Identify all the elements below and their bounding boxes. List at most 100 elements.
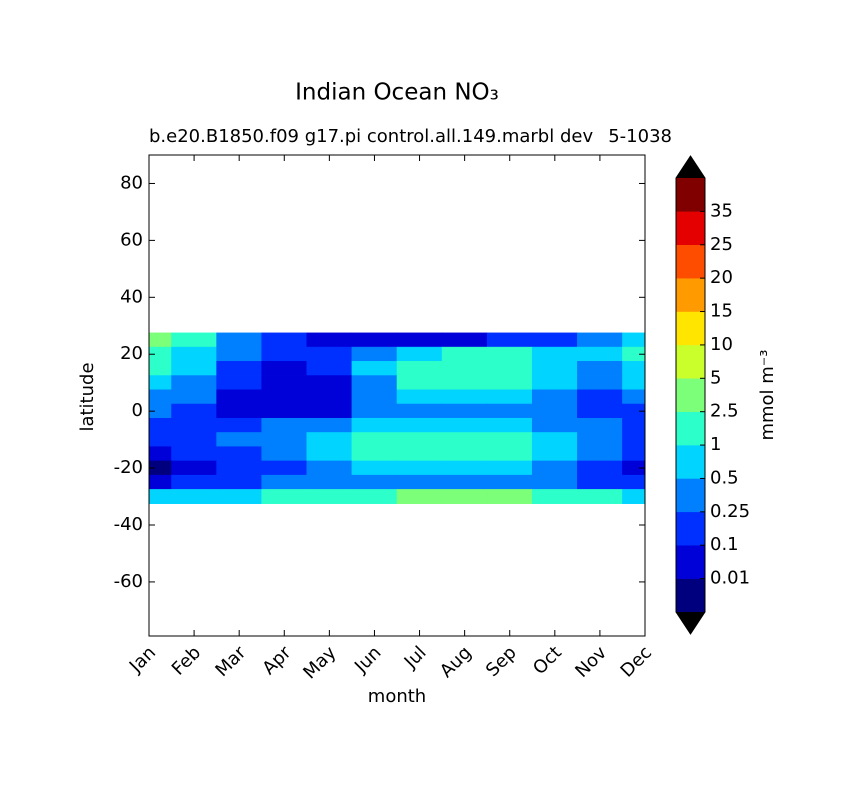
contour-cell (486, 375, 533, 391)
colorbar-bin (675, 211, 706, 246)
chart-title: Indian Ocean NO₃ (295, 80, 499, 106)
contour-cell (622, 361, 646, 376)
contour-cell (441, 346, 488, 362)
contour-cell (577, 432, 623, 448)
x-tick-label: Mar (211, 642, 250, 681)
contour-cell (531, 332, 578, 348)
contour-cell (171, 460, 217, 476)
contour-cell (216, 361, 263, 376)
contour-cell (148, 417, 172, 433)
contour-cell (486, 417, 533, 433)
contour-cell (306, 389, 353, 405)
chart-subtitle: b.e20.B1850.f09 g17.pi control.all.149.m… (149, 126, 593, 147)
contour-cell (148, 446, 172, 462)
contour-cell (148, 375, 172, 391)
colorbar-tick-label: 0.25 (710, 501, 750, 522)
contour-cell (441, 389, 488, 405)
contour-cell (577, 346, 623, 362)
contour-cell (351, 389, 398, 405)
contour-cell (396, 346, 443, 362)
contour-cell (531, 417, 578, 433)
contour-cell (306, 460, 353, 476)
colorbar-tick-label: 0.01 (710, 568, 750, 589)
contour-cell (351, 432, 398, 448)
colorbar-bin (675, 478, 706, 513)
contour-cell (577, 446, 623, 462)
contour-cell (261, 375, 308, 391)
contour-field (148, 332, 646, 504)
contour-cell (216, 489, 263, 504)
colorbar-tick-label: 0.5 (710, 467, 739, 488)
contour-cell (622, 332, 646, 348)
contour-cell (171, 389, 217, 405)
contour-cell (577, 403, 623, 419)
contour-cell (486, 389, 533, 405)
contour-cell (216, 432, 263, 448)
contour-cell (148, 332, 172, 348)
contour-cell (531, 361, 578, 376)
contour-cell (577, 474, 623, 490)
contour-cell (486, 361, 533, 376)
contour-cell (306, 474, 353, 490)
colorbar-tick-label: 35 (710, 200, 733, 221)
contour-cell (396, 474, 443, 490)
colorbar-tick-label: 0.1 (710, 534, 739, 555)
colorbar-tick-label: 2.5 (710, 401, 739, 422)
contour-cell (261, 417, 308, 433)
contour-cell (306, 346, 353, 362)
contour-cell (396, 361, 443, 376)
contour-cell (306, 403, 353, 419)
colorbar-bin (675, 578, 706, 613)
colorbar-tick-label: 5 (710, 367, 721, 388)
x-tick-label: May (299, 642, 340, 683)
contour-cell (486, 332, 533, 348)
contour-cell (577, 375, 623, 391)
contour-cell (577, 361, 623, 376)
contour-cell (396, 403, 443, 419)
colorbar-tick-label: 1 (710, 434, 721, 455)
contour-cell (216, 375, 263, 391)
contour-cell (306, 446, 353, 462)
contour-cell (351, 460, 398, 476)
contour-cell (396, 432, 443, 448)
colorbar-bin (675, 311, 706, 346)
contour-cell (531, 489, 578, 504)
colorbar-tick-label: 25 (710, 234, 733, 255)
contour-cell (531, 432, 578, 448)
colorbar-bin (675, 277, 706, 312)
colorbar-bin (675, 177, 706, 212)
contour-cell (486, 446, 533, 462)
chart-subtitle-right: 5-1038 (608, 126, 672, 147)
x-axis-label: month (368, 686, 426, 707)
contour-cell (531, 389, 578, 405)
contour-cell (531, 403, 578, 419)
x-tick-label: Apr (258, 642, 295, 679)
contour-cell (148, 432, 172, 448)
contour-cell (396, 446, 443, 462)
contour-cell (531, 375, 578, 391)
contour-cell (306, 417, 353, 433)
contour-cell (531, 346, 578, 362)
contour-cell (441, 417, 488, 433)
contour-cell (148, 361, 172, 376)
colorbar-bin (675, 511, 706, 546)
contour-cell (351, 332, 398, 348)
x-tick-label: Oct (529, 642, 566, 679)
colorbar-frame (675, 155, 706, 635)
contour-cell (486, 403, 533, 419)
contour-cell (486, 489, 533, 504)
y-axis-label: latitude (77, 362, 98, 431)
y-tick-label: -60 (114, 571, 143, 592)
contour-cell (148, 474, 172, 490)
contour-cell (351, 375, 398, 391)
contour-cell (216, 346, 263, 362)
contour-cell (577, 389, 623, 405)
contour-cell (396, 460, 443, 476)
contour-cell (216, 389, 263, 405)
contour-cell (396, 417, 443, 433)
contour-cell (171, 375, 217, 391)
plot-frame (148, 154, 646, 637)
x-tick-label: Feb (168, 642, 205, 679)
contour-cell (306, 361, 353, 376)
